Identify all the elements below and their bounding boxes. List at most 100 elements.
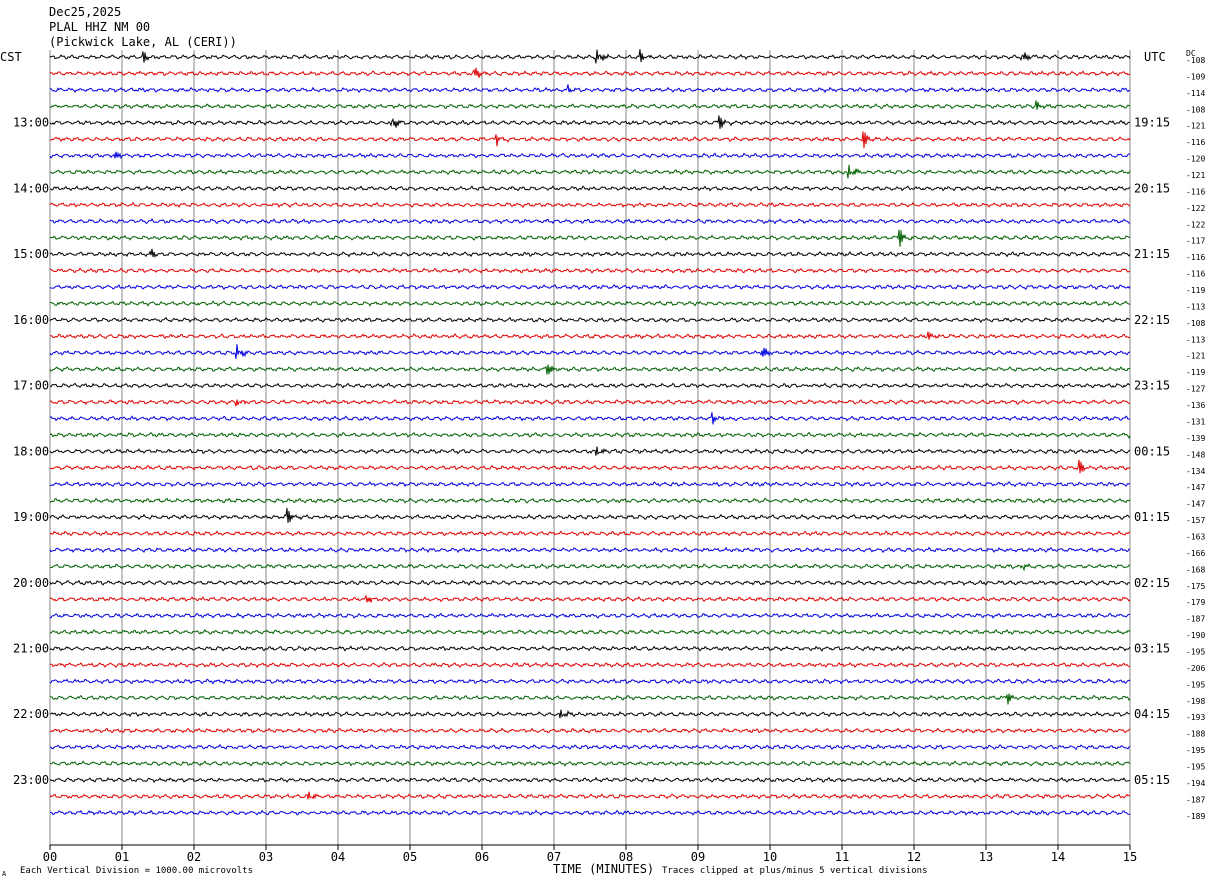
dc-offset-label: -157 bbox=[1186, 516, 1205, 525]
cst-hour-labels: 13:00 14:00 15:00 16:00 17:00 18:00 19:00 20:00… bbox=[13, 116, 49, 787]
dc-offset-label: -121 bbox=[1186, 122, 1205, 131]
trace-line bbox=[49, 49, 1131, 64]
trace-line bbox=[49, 331, 1131, 340]
header-station: PLAL HHZ NM 00 bbox=[49, 20, 151, 34]
cst-hour-label: 14:00 bbox=[13, 181, 49, 195]
cst-hour-label: 20:00 bbox=[13, 576, 49, 590]
trace-line bbox=[50, 760, 1131, 767]
trace-line bbox=[49, 382, 1131, 389]
dc-offset-label: -193 bbox=[1186, 713, 1205, 722]
dc-offset-label: -198 bbox=[1186, 697, 1205, 706]
dc-offset-label: -166 bbox=[1186, 549, 1205, 558]
dc-offset-label: -147 bbox=[1186, 500, 1205, 509]
dc-offset-label: -122 bbox=[1186, 220, 1205, 229]
dc-offset-label: -108 bbox=[1186, 105, 1205, 114]
trace-line bbox=[49, 229, 1130, 247]
dc-offset-label: -121 bbox=[1186, 171, 1205, 180]
dc-offset-label: -134 bbox=[1186, 467, 1205, 476]
trace-line bbox=[49, 563, 1131, 572]
trace-line bbox=[49, 218, 1131, 225]
dc-offset-label: -168 bbox=[1186, 565, 1205, 574]
trace-line bbox=[49, 185, 1131, 192]
x-tick-label: 07 bbox=[547, 850, 561, 864]
trace-line bbox=[49, 579, 1131, 586]
utc-hour-label: 04:15 bbox=[1134, 707, 1170, 721]
utc-hour-label: 02:15 bbox=[1134, 576, 1170, 590]
trace-line bbox=[49, 283, 1131, 291]
dc-offset-label: -113 bbox=[1186, 302, 1205, 311]
utc-hour-label: 22:15 bbox=[1134, 313, 1170, 327]
x-tick-label: 01 bbox=[115, 850, 129, 864]
trace-line bbox=[49, 164, 1131, 179]
trace-line bbox=[49, 678, 1131, 685]
dc-offset-label: -195 bbox=[1186, 647, 1205, 656]
header-date: Dec25,2025 bbox=[49, 5, 122, 19]
x-tick-label: 13 bbox=[979, 850, 993, 864]
trace-line bbox=[49, 628, 1131, 636]
utc-hour-label: 03:15 bbox=[1134, 641, 1170, 655]
x-tick-label: 14 bbox=[1051, 850, 1065, 864]
cst-hour-label: 15:00 bbox=[13, 247, 49, 261]
x-tick-label: 09 bbox=[691, 850, 705, 864]
dc-offset-label: -195 bbox=[1186, 762, 1205, 771]
dc-offset-label: -121 bbox=[1186, 352, 1205, 361]
trace-line bbox=[49, 431, 1131, 439]
trace-line bbox=[49, 709, 1131, 719]
scale-note: Each Vertical Division = 1000.00 microvo… bbox=[20, 866, 253, 876]
dc-offset-label: -206 bbox=[1186, 664, 1205, 673]
dc-offset-label: -189 bbox=[1186, 812, 1205, 821]
trace-line bbox=[50, 131, 1131, 149]
cst-hour-label: 19:00 bbox=[13, 510, 49, 524]
trace-line bbox=[49, 201, 1131, 209]
dc-offset-label: -116 bbox=[1186, 253, 1205, 262]
trace-line bbox=[49, 497, 1131, 504]
trace-line bbox=[49, 661, 1131, 669]
seismic-traces bbox=[49, 49, 1131, 816]
dc-offset-label: -116 bbox=[1186, 138, 1205, 147]
left-timezone-label: CST bbox=[0, 50, 22, 64]
dc-offset-label: -117 bbox=[1186, 237, 1205, 246]
dc-offset-label: -148 bbox=[1186, 450, 1205, 459]
trace-line bbox=[49, 791, 1131, 800]
x-tick-label: 15 bbox=[1123, 850, 1137, 864]
header-location: (Pickwick Lake, AL (CERI)) bbox=[49, 35, 237, 49]
utc-hour-labels: 19:15 20:15 21:15 22:15 23:15 00:15 01:15 02:15… bbox=[1134, 116, 1170, 787]
trace-line bbox=[49, 809, 1131, 816]
right-timezone-label: UTC bbox=[1144, 50, 1166, 64]
dc-offset-label: -187 bbox=[1186, 795, 1205, 804]
x-tick-label: 06 bbox=[475, 850, 489, 864]
x-tick-label: 00 bbox=[43, 850, 57, 864]
cst-hour-label: 18:00 bbox=[13, 444, 49, 458]
trace-line bbox=[49, 727, 1131, 734]
trace-line bbox=[49, 776, 1131, 783]
trace-line bbox=[49, 612, 1131, 619]
trace-line bbox=[49, 399, 1131, 407]
utc-hour-label: 21:15 bbox=[1134, 247, 1170, 261]
dc-offset-label: -195 bbox=[1186, 680, 1205, 689]
x-tick-label: 12 bbox=[907, 850, 921, 864]
cst-hour-label: 17:00 bbox=[13, 379, 49, 393]
dc-offset-label: -108 bbox=[1186, 56, 1205, 65]
trace-line bbox=[49, 151, 1131, 160]
x-tick-label: 11 bbox=[835, 850, 849, 864]
trace-line bbox=[49, 300, 1131, 307]
trace-line bbox=[49, 459, 1131, 474]
trace-line bbox=[49, 364, 1131, 375]
x-tick-label: 03 bbox=[259, 850, 273, 864]
utc-hour-label: 19:15 bbox=[1134, 116, 1170, 130]
dc-offset-label: -119 bbox=[1186, 286, 1205, 295]
dc-offset-label: -163 bbox=[1186, 532, 1205, 541]
dc-offset-label: -127 bbox=[1186, 385, 1205, 394]
dc-offset-label: -119 bbox=[1186, 368, 1205, 377]
dc-offset-label: -188 bbox=[1186, 730, 1205, 739]
dc-offset-label: -114 bbox=[1186, 89, 1205, 98]
time-grid bbox=[49, 50, 1131, 846]
utc-hour-label: 23:15 bbox=[1134, 379, 1170, 393]
cst-hour-label: 23:00 bbox=[13, 773, 49, 787]
x-tick-label: 08 bbox=[619, 850, 633, 864]
trace-line bbox=[49, 412, 1130, 425]
trace-line bbox=[49, 248, 1131, 259]
trace-line bbox=[49, 267, 1130, 274]
trace-line bbox=[49, 507, 1131, 523]
